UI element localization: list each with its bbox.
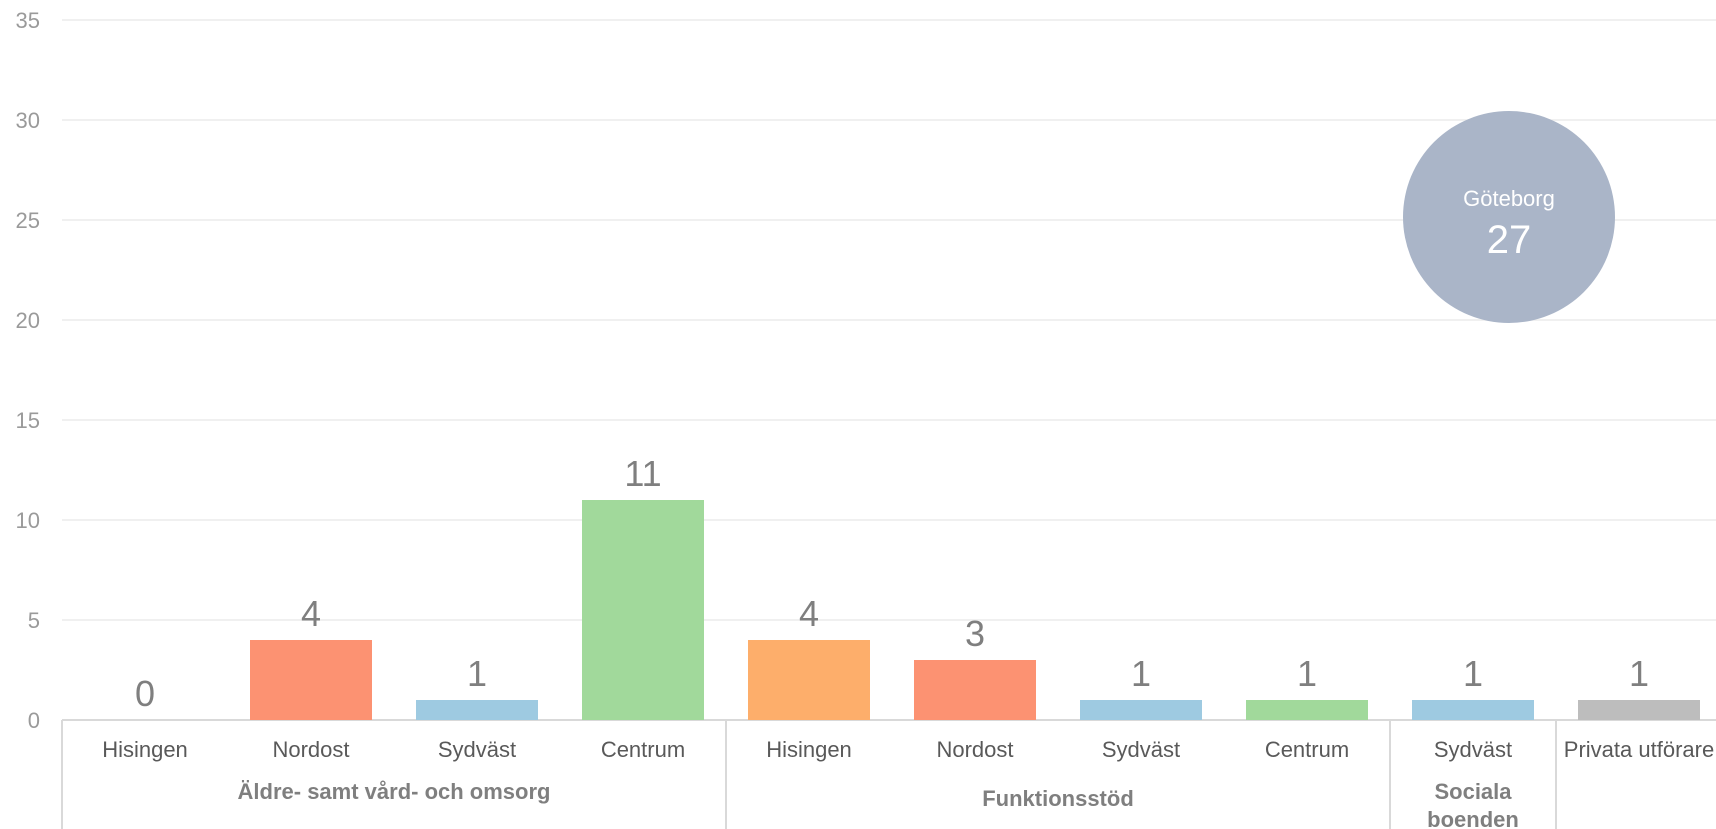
bar xyxy=(582,500,704,720)
y-tick-label: 35 xyxy=(16,8,40,33)
data-label: 0 xyxy=(135,673,155,714)
bar xyxy=(1578,700,1700,720)
data-label: 1 xyxy=(1131,653,1151,694)
bar xyxy=(250,640,372,720)
data-label: 11 xyxy=(624,453,661,494)
badge-value: 27 xyxy=(1487,218,1532,262)
y-tick-label: 10 xyxy=(16,508,40,533)
data-label: 1 xyxy=(1297,653,1317,694)
category-label: Nordost xyxy=(272,737,349,762)
data-label: 3 xyxy=(965,613,985,654)
category-label: Privata utförare xyxy=(1564,737,1714,762)
y-tick-label: 30 xyxy=(16,108,40,133)
bar xyxy=(748,640,870,720)
group-label: Sociala xyxy=(1434,779,1512,804)
bar xyxy=(1246,700,1368,720)
data-label: 4 xyxy=(799,593,819,634)
data-label: 4 xyxy=(301,593,321,634)
y-tick-label: 0 xyxy=(28,708,40,733)
bar xyxy=(914,660,1036,720)
category-label: Centrum xyxy=(601,737,685,762)
y-tick-label: 25 xyxy=(16,208,40,233)
category-label: Hisingen xyxy=(102,737,188,762)
bar xyxy=(1080,700,1202,720)
group-label: boenden xyxy=(1427,807,1519,829)
total-badge xyxy=(1403,111,1615,323)
bar xyxy=(1412,700,1534,720)
category-label: Sydväst xyxy=(1102,737,1180,762)
category-label: Nordost xyxy=(936,737,1013,762)
data-label: 1 xyxy=(1463,653,1483,694)
category-label: Sydväst xyxy=(1434,737,1512,762)
y-tick-label: 15 xyxy=(16,408,40,433)
y-tick-label: 20 xyxy=(16,308,40,333)
y-tick-label: 5 xyxy=(28,608,40,633)
category-label: Sydväst xyxy=(438,737,516,762)
data-label: 1 xyxy=(467,653,487,694)
group-label: Äldre- samt vård- och omsorg xyxy=(238,779,551,804)
category-label: Centrum xyxy=(1265,737,1349,762)
badge-title: Göteborg xyxy=(1463,186,1555,211)
group-label: Funktionsstöd xyxy=(982,786,1134,811)
bar xyxy=(416,700,538,720)
data-label: 1 xyxy=(1629,653,1649,694)
category-label: Hisingen xyxy=(766,737,852,762)
